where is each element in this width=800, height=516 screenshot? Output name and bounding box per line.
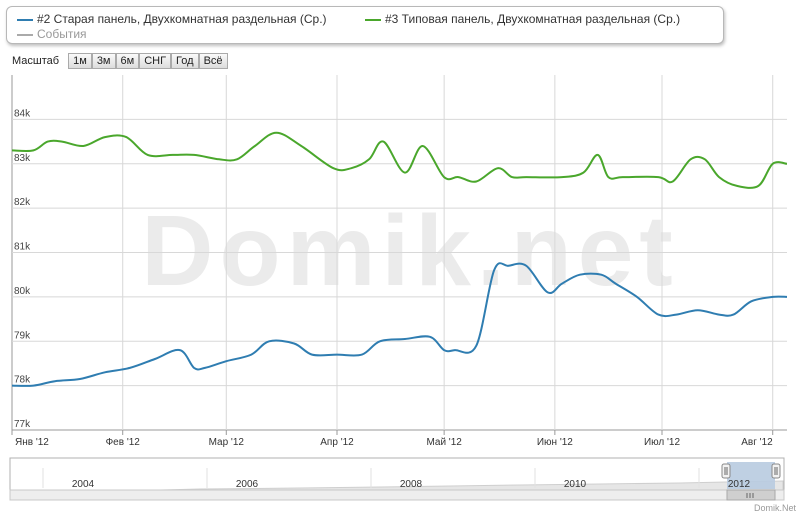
y-tick-label: 81k [14,242,31,253]
x-tick-label: Май '12 [426,437,462,448]
x-tick-label: Июн '12 [537,437,573,448]
chart-legend: #2 Старая панель, Двухкомнатная раздельн… [6,6,724,44]
y-tick-label: 78k [14,375,31,386]
y-tick-label: 82k [14,197,31,208]
x-tick-label: Апр '12 [320,437,354,448]
zoom-label: Масштаб [12,55,60,67]
zoom-6m-button[interactable]: 6м [115,53,140,69]
x-axis-labels: Янв '12 Фев '12 Мар '12 Апр '12 Май '12 Июн '… [15,437,773,448]
zoom-all-button[interactable]: Всё [198,53,228,69]
y-tick-label: 83k [14,153,31,164]
credit-link[interactable]: Domik.Net [753,503,796,513]
legend-item-series-3[interactable]: #3 Типовая панель, Двухкомнатная раздель… [365,12,680,26]
navigator-tick-label: 2010 [564,479,587,490]
navigator-tick-label: 2006 [236,479,259,490]
series-line-3 [11,131,788,189]
x-tick-label: Авг '12 [741,437,773,448]
legend-swatch-events [17,33,33,36]
navigator[interactable]: 2004 2006 2008 2010 2012 [9,457,785,501]
x-tick-label: Фев '12 [106,437,141,448]
navigator-tick-label: 2004 [72,479,95,490]
navigator-scrollbar[interactable] [9,489,785,501]
legend-label-events: События [37,27,87,41]
navigator-right-handle[interactable] [771,463,781,479]
zoom-1m-button[interactable]: 1м [68,53,92,69]
legend-swatch-series-2 [17,18,33,21]
legend-item-events[interactable]: События [17,27,87,41]
watermark: Domik.net [141,195,678,307]
y-axis-labels: 77k 78k 79k 80k 81k 82k 83k 84k [14,108,31,430]
series-line-2 [11,262,788,387]
x-tick-label: Июл '12 [644,437,681,448]
x-gridlines [11,75,774,435]
y-tick-label: 79k [14,330,31,341]
zoom-ytd-button[interactable]: СНГ [139,53,172,69]
navigator-left-handle[interactable] [721,463,731,479]
navigator-selection[interactable] [727,462,775,489]
zoom-controls: Масштаб 1м 3м 6м СНГ Год Всё [12,53,228,69]
x-tick-label: Мар '12 [209,437,245,448]
legend-label-series-3: #3 Типовая панель, Двухкомнатная раздель… [385,12,681,26]
y-tick-label: 84k [14,108,31,119]
y-tick-label: 80k [14,286,31,297]
series-lines [11,131,788,387]
scrollbar-thumb[interactable] [726,489,776,501]
y-gridlines [12,118,787,387]
zoom-3m-button[interactable]: 3м [91,53,116,69]
legend-swatch-series-3 [365,18,381,21]
navigator-tick-label: 2008 [400,479,423,490]
navigator-axis-labels: 2004 2006 2008 2010 2012 [42,468,751,490]
legend-item-series-2[interactable]: #2 Старая панель, Двухкомнатная раздельн… [17,12,327,26]
zoom-year-button[interactable]: Год [171,53,199,69]
navigator-tick-label: 2012 [728,479,751,490]
x-tick-label: Янв '12 [15,437,49,448]
legend-label-series-2: #2 Старая панель, Двухкомнатная раздельн… [37,12,327,26]
y-tick-label: 77k [14,419,31,430]
